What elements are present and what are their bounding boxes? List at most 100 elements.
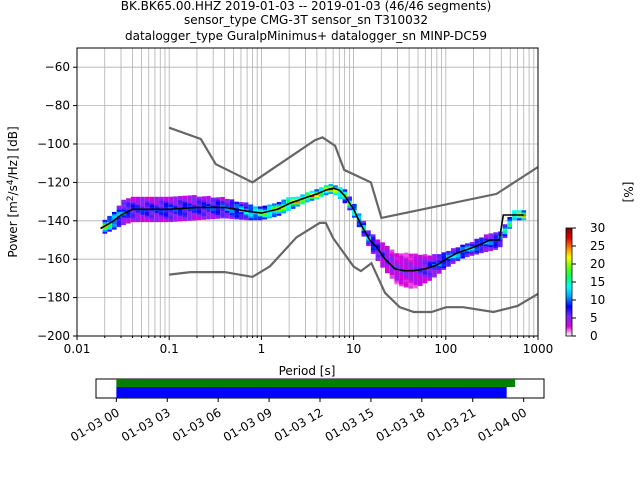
density-cell [191, 196, 197, 200]
density-cell [149, 196, 155, 200]
low-noise-model [169, 221, 539, 314]
density-cell [135, 217, 141, 221]
density-cell [413, 280, 418, 283]
density-cell [408, 263, 414, 266]
density-cell [116, 213, 122, 216]
density-cell [130, 210, 136, 213]
density-cell [159, 202, 164, 205]
density-cell [215, 204, 221, 208]
timeline-tick-label: 01-04 00 [475, 405, 529, 444]
density-cell [479, 237, 484, 240]
density-cell [488, 233, 494, 236]
density-cell [460, 252, 465, 255]
density-cell [450, 257, 456, 261]
density-cell [432, 261, 437, 265]
density-cell [413, 261, 418, 264]
density-cell [262, 215, 268, 218]
density-cell [177, 217, 183, 220]
density-cell [413, 284, 418, 287]
density-cell [394, 253, 400, 256]
density-cell [159, 206, 164, 209]
density-cell [107, 227, 112, 230]
density-cell [163, 210, 169, 213]
density-cell [483, 247, 489, 251]
density-cell [286, 197, 291, 200]
density-cell [163, 216, 169, 219]
density-cell [314, 191, 319, 194]
density-cell [144, 206, 150, 209]
y-axis-label: Power [m2/s4/Hz] [dB] [6, 126, 20, 257]
density-cell [168, 215, 174, 219]
density-cell [380, 246, 385, 249]
density-cell [469, 247, 475, 251]
density-cell [154, 212, 159, 215]
density-cell [427, 257, 432, 260]
density-cell [220, 208, 225, 211]
density-cell [394, 276, 400, 279]
density-cell [380, 244, 385, 247]
density-cell [267, 216, 272, 219]
density-cell [361, 222, 367, 226]
density-cell [257, 214, 263, 217]
density-cell [493, 247, 498, 250]
density-cell [427, 259, 432, 262]
density-cell [135, 202, 141, 205]
density-cell [257, 208, 263, 211]
density-cell [159, 216, 164, 219]
density-cell [380, 242, 385, 245]
title-line-1: BK.BK65.00.HHZ 2019-01-03 -- 2019-01-03 … [121, 0, 492, 13]
density-cell [210, 205, 216, 208]
density-cell [196, 215, 202, 219]
density-cell [206, 215, 211, 218]
density-cell [380, 251, 385, 255]
density-cell [243, 217, 249, 221]
density-cell [102, 219, 108, 223]
density-cell [474, 240, 480, 244]
density-cell [375, 243, 381, 246]
density-cell [417, 258, 423, 261]
density-cell [361, 232, 367, 235]
density-cell [182, 214, 188, 218]
density-cell [394, 257, 400, 260]
density-cell [206, 197, 211, 201]
density-cell [281, 201, 287, 204]
density-cell [502, 231, 508, 235]
density-cell [215, 208, 221, 212]
density-cell [116, 211, 122, 214]
density-cell [403, 252, 409, 255]
density-cell [229, 208, 235, 212]
density-cell [121, 199, 126, 203]
density-cell [201, 209, 207, 213]
density-cell [413, 270, 418, 274]
density-cell [493, 241, 498, 245]
density-cell [210, 216, 216, 220]
density-cell [140, 198, 145, 202]
density-cell [408, 261, 414, 264]
density-cell [196, 200, 202, 203]
density-cell [272, 203, 277, 206]
density-cell [111, 217, 117, 220]
density-cell [304, 200, 310, 203]
density-cell [375, 254, 381, 258]
density-cell [121, 215, 126, 218]
density-cell [422, 263, 428, 267]
density-cell [107, 225, 112, 228]
density-cell [159, 198, 164, 202]
density-cell [493, 236, 498, 239]
density-cell [154, 200, 159, 203]
density-cell [479, 247, 484, 250]
density-cell [319, 189, 324, 192]
density-cell [102, 223, 108, 226]
density-cell [399, 274, 404, 277]
density-cell [408, 274, 414, 278]
density-cell [347, 204, 352, 207]
density-cell [229, 205, 235, 208]
x-tick-label: 1000 [523, 342, 554, 356]
density-cell [206, 213, 211, 216]
plot-frame [76, 47, 539, 337]
density-cell [422, 256, 428, 259]
y-tick-label: −160 [37, 252, 70, 266]
density-cell [253, 217, 258, 221]
density-cell [224, 204, 230, 208]
